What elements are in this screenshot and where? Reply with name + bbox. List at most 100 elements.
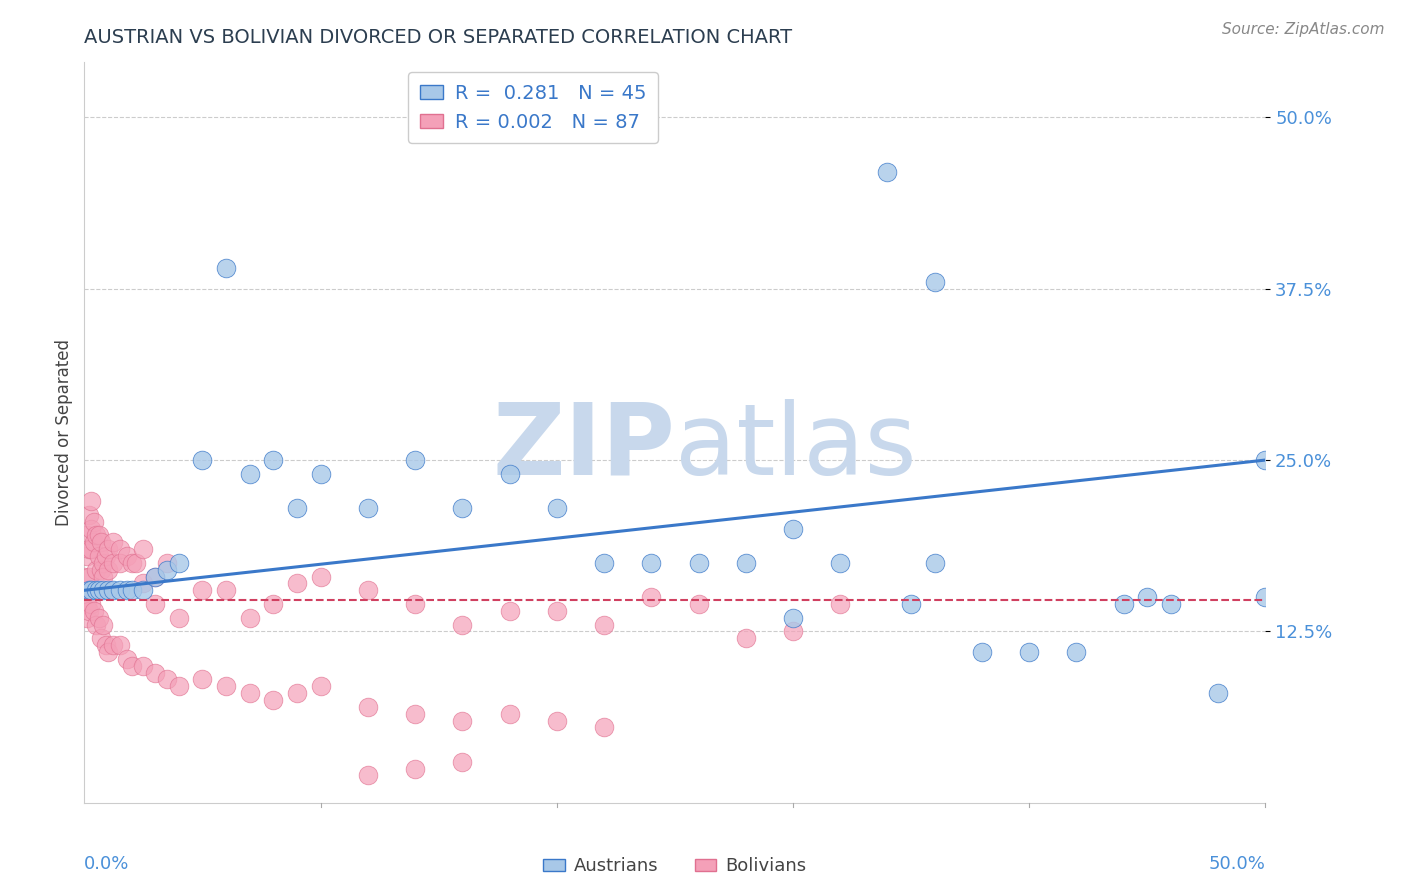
Point <box>90 632 112 646</box>
Point <box>90 563 112 577</box>
Point <box>688 597 710 611</box>
Point <box>77 508 100 522</box>
Point <box>167 679 190 693</box>
Point <box>970 645 993 659</box>
Point <box>546 501 568 516</box>
Point <box>132 542 155 557</box>
Point <box>688 556 710 570</box>
Point <box>239 467 262 481</box>
Point <box>143 665 166 680</box>
Point <box>101 638 124 652</box>
Point <box>830 556 852 570</box>
Point <box>782 624 804 639</box>
Point <box>167 610 190 624</box>
Text: AUSTRIAN VS BOLIVIAN DIVORCED OR SEPARATED CORRELATION CHART: AUSTRIAN VS BOLIVIAN DIVORCED OR SEPARAT… <box>84 28 793 47</box>
Point <box>451 501 474 516</box>
Point <box>91 617 114 632</box>
Point <box>498 706 520 721</box>
Point <box>91 556 114 570</box>
Point <box>593 720 616 734</box>
Point <box>115 583 138 598</box>
Point <box>1206 686 1229 700</box>
Point <box>80 494 103 508</box>
Point <box>404 597 426 611</box>
Point <box>77 604 100 618</box>
Point <box>97 583 120 598</box>
Point <box>143 569 166 583</box>
Point <box>404 762 426 776</box>
Point <box>84 563 107 577</box>
Point <box>640 556 662 570</box>
Point <box>77 542 100 557</box>
Point <box>1112 597 1135 611</box>
Point <box>262 597 284 611</box>
Point <box>76 597 98 611</box>
Point <box>357 583 380 598</box>
Text: ZIP: ZIP <box>492 399 675 496</box>
Point <box>83 515 105 529</box>
Point <box>76 549 98 563</box>
Point <box>734 632 756 646</box>
Y-axis label: Divorced or Separated: Divorced or Separated <box>55 339 73 526</box>
Point <box>121 556 143 570</box>
Point <box>125 556 148 570</box>
Point <box>215 679 238 693</box>
Point <box>101 583 124 598</box>
Point <box>143 569 166 583</box>
Point <box>640 590 662 604</box>
Text: 50.0%: 50.0% <box>1209 855 1265 872</box>
Point <box>121 658 143 673</box>
Text: atlas: atlas <box>675 399 917 496</box>
Point <box>404 453 426 467</box>
Point <box>97 645 120 659</box>
Point <box>262 453 284 467</box>
Text: Source: ZipAtlas.com: Source: ZipAtlas.com <box>1222 22 1385 37</box>
Point <box>451 617 474 632</box>
Point <box>77 583 100 598</box>
Point <box>83 604 105 618</box>
Point <box>900 597 922 611</box>
Point <box>94 549 117 563</box>
Point <box>782 610 804 624</box>
Point <box>830 597 852 611</box>
Point <box>1018 645 1040 659</box>
Point <box>84 583 107 598</box>
Point <box>87 610 110 624</box>
Point <box>309 679 332 693</box>
Point <box>215 583 238 598</box>
Point <box>143 597 166 611</box>
Point <box>1254 590 1277 604</box>
Point <box>76 610 98 624</box>
Point <box>156 673 179 687</box>
Point <box>94 638 117 652</box>
Point <box>285 501 308 516</box>
Point <box>87 583 110 598</box>
Point <box>77 569 100 583</box>
Point <box>451 714 474 728</box>
Point <box>108 638 131 652</box>
Point <box>80 583 103 598</box>
Point <box>87 549 110 563</box>
Point <box>97 542 120 557</box>
Text: 0.0%: 0.0% <box>84 855 129 872</box>
Point <box>167 556 190 570</box>
Point <box>83 535 105 549</box>
Point <box>734 556 756 570</box>
Point <box>1136 590 1159 604</box>
Point <box>156 556 179 570</box>
Point <box>1066 645 1088 659</box>
Point <box>357 699 380 714</box>
Point <box>924 275 946 289</box>
Point <box>215 261 238 276</box>
Point <box>108 556 131 570</box>
Point <box>91 569 114 583</box>
Point <box>108 542 131 557</box>
Legend: Austrians, Bolivians: Austrians, Bolivians <box>536 850 814 882</box>
Point <box>132 576 155 591</box>
Point <box>924 556 946 570</box>
Point <box>87 528 110 542</box>
Point <box>90 535 112 549</box>
Point <box>84 617 107 632</box>
Point <box>262 693 284 707</box>
Point <box>80 542 103 557</box>
